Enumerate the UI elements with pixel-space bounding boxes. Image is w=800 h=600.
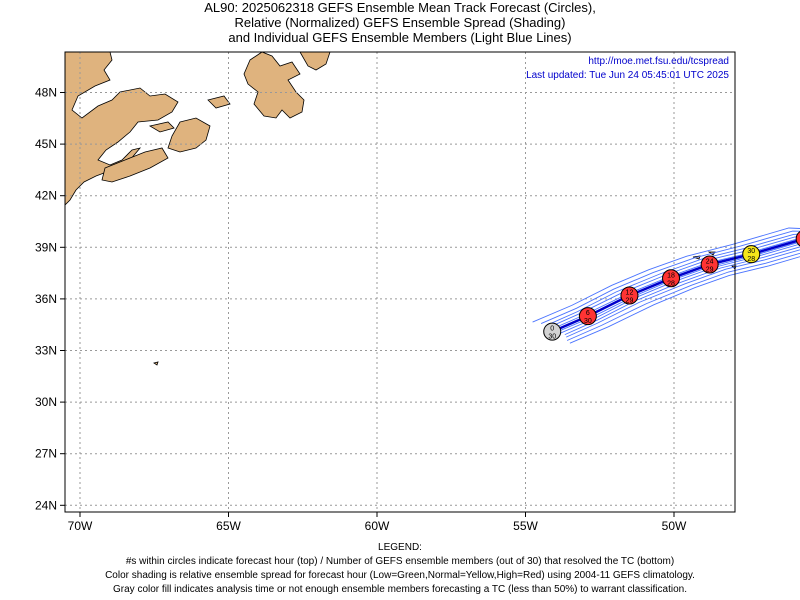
member-track (564, 246, 800, 336)
gridlines (65, 52, 735, 512)
track-circle-fill (543, 322, 562, 341)
member-count-label: 28 (747, 256, 755, 263)
legend-heading: LEGEND: (378, 542, 422, 553)
member-track (569, 256, 800, 344)
lon-label: 55W (513, 519, 538, 533)
lat-label: 42N (35, 189, 57, 203)
track-circle-fill (578, 307, 597, 326)
land-pei (148, 121, 175, 133)
longitude-labels: 70W65W60W55W50W45W40W35W30W (68, 512, 687, 533)
legend-line-2: Color shading is relative ensemble sprea… (105, 570, 695, 581)
land-bermuda (153, 361, 159, 366)
track-circles: 030630122918282429302836254218483 (543, 231, 800, 341)
land-newfoundland (243, 51, 305, 119)
track-circle: 030 (543, 322, 562, 341)
lat-label: 36N (35, 292, 57, 306)
track-circle-fill (700, 255, 719, 274)
title-line-1: AL90: 2025062318 GEFS Ensemble Mean Trac… (204, 0, 596, 15)
forecast-hour-label: 30 (747, 248, 755, 255)
map-frame (64, 51, 736, 513)
lat-label: 27N (35, 447, 57, 461)
land-cape-breton (167, 117, 211, 153)
lat-label: 24N (35, 498, 57, 512)
member-track (566, 252, 800, 341)
credit-url[interactable]: http://moe.met.fsu.edu/tcspread (588, 56, 729, 67)
chart-title: AL90: 2025062318 GEFS Ensemble Mean Trac… (0, 0, 800, 45)
member-count-label: 29 (626, 297, 634, 304)
legend-line-1: #s within circles indicate forecast hour… (125, 556, 675, 567)
legend: LEGEND: #s within circles indicate forec… (0, 541, 800, 597)
member-track (532, 227, 800, 323)
track-circle-fill (742, 245, 761, 264)
track-circle-fill (620, 286, 639, 305)
lat-label: 30N (35, 395, 57, 409)
lat-label: 45N (35, 137, 57, 151)
land-nova-scotia (101, 147, 169, 183)
lon-label: 70W (68, 519, 93, 533)
member-count-label: 30 (548, 334, 556, 341)
member-count-label: 30 (584, 318, 592, 325)
lat-label: 33N (35, 344, 57, 358)
track-map: 030630122918282429302836254218483 48N45N… (35, 51, 800, 533)
lat-label: 48N (35, 86, 57, 100)
title-line-2: Relative (Normalized) GEFS Ensemble Spre… (234, 15, 566, 30)
member-track (566, 249, 800, 338)
track-circle: 3625 (795, 231, 800, 247)
forecast-hour-label: 12 (626, 289, 634, 296)
lat-label: 39N (35, 240, 57, 254)
land-anticosti (207, 95, 231, 109)
lon-label: 50W (662, 519, 687, 533)
title-line-3: and Individual GEFS Ensemble Members (Li… (228, 30, 572, 45)
last-updated: Last updated: Tue Jun 24 05:45:01 UTC 20… (526, 70, 729, 81)
latitude-labels: 48N 45N 42N 39N 36N 33N 30N 27N 24N (35, 86, 65, 512)
legend-line-3: Gray color fill indicates analysis time … (113, 584, 687, 595)
track-circle-fill (662, 269, 681, 288)
forecast-hour-label: 0 (550, 326, 554, 333)
member-track (540, 230, 800, 325)
forecast-hour-label: 24 (706, 259, 714, 266)
forecast-hour-label: 18 (667, 272, 675, 279)
forecast-hour-label: 6 (586, 310, 590, 317)
lon-label: 65W (216, 519, 241, 533)
lon-label: 60W (365, 519, 390, 533)
track-circle-fill (795, 231, 800, 247)
track-circle: 630 (578, 307, 597, 326)
land-labrador-tip (299, 51, 331, 71)
member-count-label: 29 (706, 267, 714, 274)
member-count-label: 28 (667, 280, 675, 287)
land-masses (64, 51, 737, 366)
